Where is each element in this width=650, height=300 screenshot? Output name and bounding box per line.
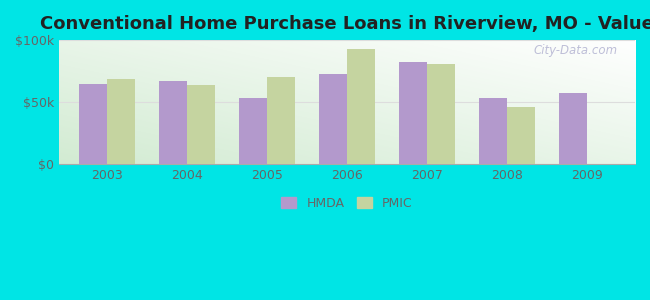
Bar bbox=[79, 84, 107, 164]
Bar bbox=[507, 107, 535, 164]
Bar bbox=[399, 62, 427, 164]
Legend: HMDA, PMIC: HMDA, PMIC bbox=[281, 197, 413, 210]
Bar bbox=[187, 85, 215, 164]
Bar bbox=[267, 77, 295, 164]
Title: Conventional Home Purchase Loans in Riverview, MO - Value: Conventional Home Purchase Loans in Rive… bbox=[40, 15, 650, 33]
Bar bbox=[159, 81, 187, 164]
Bar bbox=[239, 98, 267, 164]
Bar bbox=[427, 64, 455, 164]
Bar bbox=[347, 49, 375, 164]
Bar bbox=[319, 74, 347, 164]
Text: City-Data.com: City-Data.com bbox=[534, 44, 618, 57]
Bar bbox=[107, 79, 135, 164]
Bar bbox=[559, 94, 587, 164]
Bar bbox=[479, 98, 507, 164]
